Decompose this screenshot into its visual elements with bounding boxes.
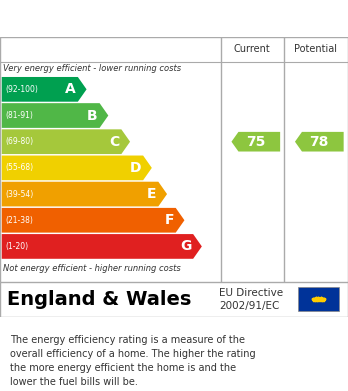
Text: (1-20): (1-20) [5, 242, 28, 251]
Text: (21-38): (21-38) [5, 216, 33, 225]
Polygon shape [2, 156, 152, 180]
Text: EU Directive
2002/91/EC: EU Directive 2002/91/EC [219, 287, 283, 311]
Polygon shape [2, 77, 87, 102]
Polygon shape [2, 208, 184, 233]
Text: (55-68): (55-68) [5, 163, 33, 172]
Polygon shape [2, 234, 202, 259]
Text: D: D [130, 161, 141, 175]
Bar [298, 287, 339, 311]
Polygon shape [231, 132, 280, 152]
Text: C: C [109, 135, 120, 149]
Polygon shape [2, 182, 167, 206]
Text: (92-100): (92-100) [5, 85, 38, 94]
Text: F: F [165, 213, 174, 227]
Text: Current: Current [234, 44, 271, 54]
Text: A: A [65, 83, 76, 96]
Text: The energy efficiency rating is a measure of the
overall efficiency of a home. T: The energy efficiency rating is a measur… [10, 335, 256, 387]
Text: G: G [180, 239, 191, 253]
Text: 78: 78 [310, 135, 329, 149]
Text: Not energy efficient - higher running costs: Not energy efficient - higher running co… [3, 264, 181, 273]
Text: B: B [87, 109, 98, 122]
Text: Potential: Potential [294, 44, 337, 54]
Text: (69-80): (69-80) [5, 137, 33, 146]
Text: E: E [147, 187, 157, 201]
Text: (81-91): (81-91) [5, 111, 33, 120]
Text: 75: 75 [246, 135, 266, 149]
Text: England & Wales: England & Wales [7, 290, 191, 308]
Polygon shape [295, 132, 343, 152]
Text: Energy Efficiency Rating: Energy Efficiency Rating [50, 9, 298, 28]
Text: Very energy efficient - lower running costs: Very energy efficient - lower running co… [3, 65, 182, 74]
Polygon shape [2, 103, 108, 128]
Polygon shape [2, 129, 130, 154]
Text: (39-54): (39-54) [5, 190, 33, 199]
